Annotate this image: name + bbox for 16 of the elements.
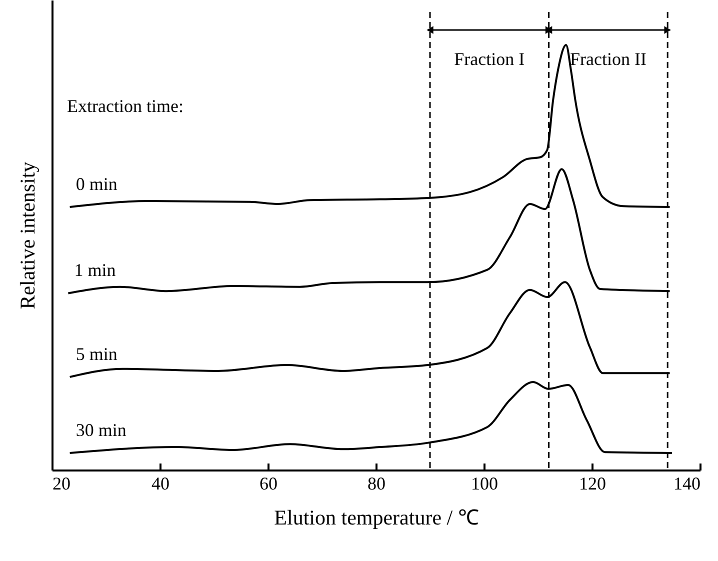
- x-tick-label: 140: [674, 474, 700, 494]
- x-tick-label: 80: [368, 474, 386, 494]
- x-tick-label: 100: [471, 474, 498, 494]
- annotation: Fraction II: [570, 49, 646, 69]
- y-axis-title: Relative intensity: [16, 161, 40, 310]
- x-tick-label: 20: [52, 474, 70, 494]
- x-tick-label: 60: [260, 474, 278, 494]
- annotation: Fraction I: [454, 49, 525, 69]
- series-label: 5 min: [76, 344, 118, 364]
- series-label: 1 min: [74, 260, 116, 280]
- series-label: 30 min: [76, 420, 126, 440]
- series-label: 0 min: [76, 174, 118, 194]
- legend-title: Extraction time:: [67, 96, 184, 116]
- x-axis-title: Elution temperature / ℃: [274, 506, 479, 530]
- x-tick-label: 40: [152, 474, 170, 494]
- x-tick-label: 120: [579, 474, 606, 494]
